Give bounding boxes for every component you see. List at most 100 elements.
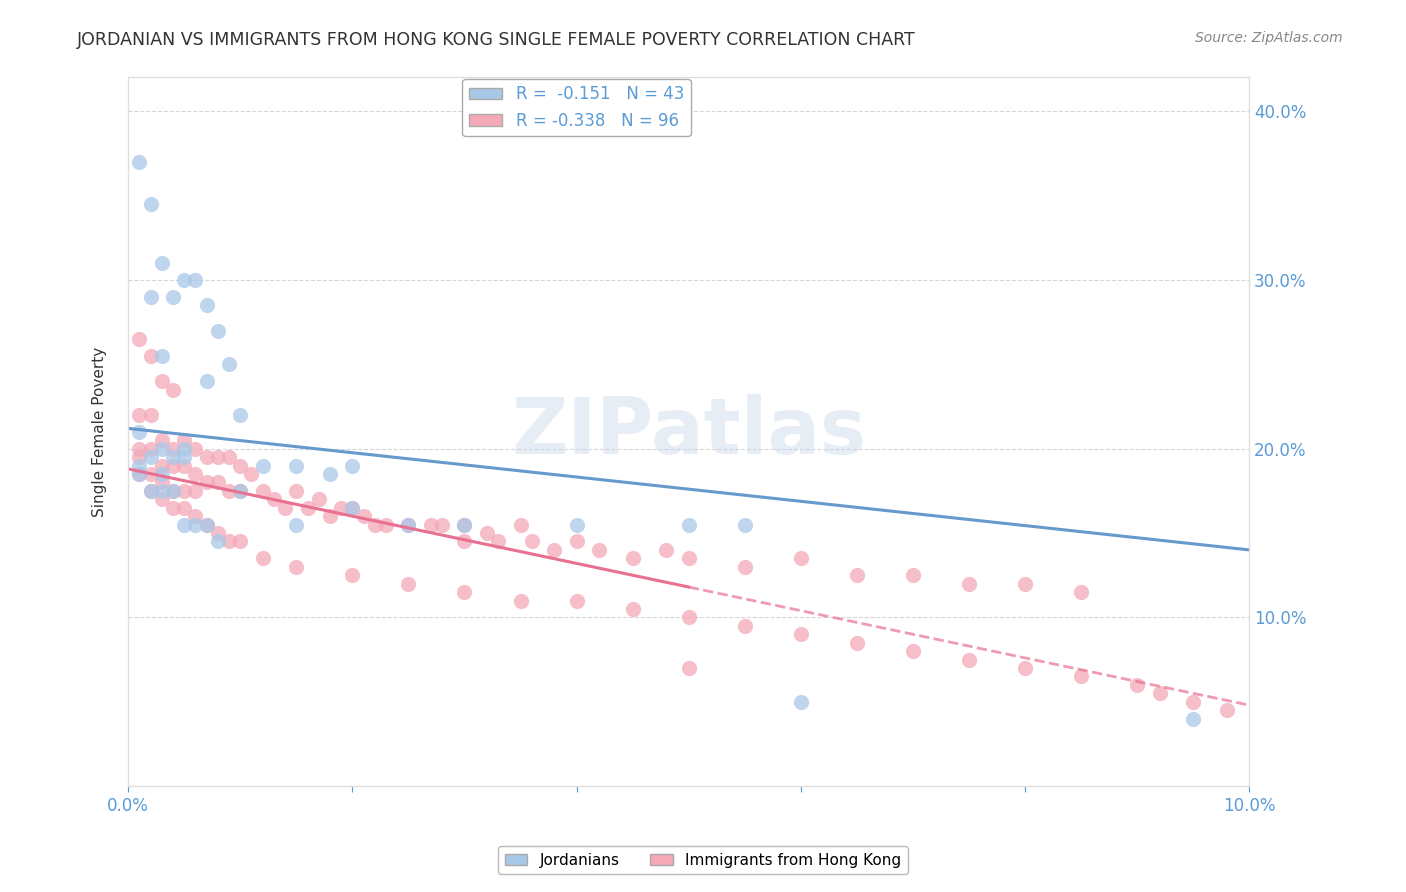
Point — [162, 458, 184, 473]
Point — [195, 517, 218, 532]
Point — [319, 467, 342, 481]
Point — [173, 458, 195, 473]
Point — [419, 517, 441, 532]
Point — [139, 483, 162, 498]
Point — [139, 349, 162, 363]
Point — [330, 500, 353, 515]
Point — [128, 332, 150, 346]
Point — [139, 290, 162, 304]
Point — [184, 509, 207, 524]
Point — [128, 425, 150, 439]
Point — [588, 542, 610, 557]
Point — [845, 568, 868, 582]
Point — [207, 475, 229, 490]
Point — [1149, 686, 1171, 700]
Point — [364, 517, 387, 532]
Point — [252, 483, 274, 498]
Point — [565, 534, 588, 549]
Point — [901, 644, 924, 658]
Point — [162, 483, 184, 498]
Point — [655, 542, 678, 557]
Point — [901, 568, 924, 582]
Point — [240, 467, 263, 481]
Legend: R =  -0.151   N = 43, R = -0.338   N = 96: R = -0.151 N = 43, R = -0.338 N = 96 — [463, 78, 690, 136]
Y-axis label: Single Female Poverty: Single Female Poverty — [93, 347, 107, 517]
Point — [285, 517, 308, 532]
Point — [207, 324, 229, 338]
Point — [734, 559, 756, 574]
Point — [509, 517, 531, 532]
Point — [1182, 712, 1205, 726]
Point — [520, 534, 543, 549]
Point — [195, 517, 218, 532]
Point — [139, 483, 162, 498]
Point — [734, 517, 756, 532]
Point — [1014, 576, 1036, 591]
Point — [218, 483, 240, 498]
Text: ZIPatlas: ZIPatlas — [512, 393, 866, 470]
Point — [139, 197, 162, 211]
Point — [453, 534, 475, 549]
Point — [308, 492, 330, 507]
Point — [218, 450, 240, 464]
Point — [184, 467, 207, 481]
Point — [218, 534, 240, 549]
Point — [139, 467, 162, 481]
Point — [173, 500, 195, 515]
Point — [150, 256, 173, 270]
Point — [150, 475, 173, 490]
Point — [150, 374, 173, 388]
Point — [319, 509, 342, 524]
Point — [128, 467, 150, 481]
Point — [150, 492, 173, 507]
Point — [195, 450, 218, 464]
Point — [184, 483, 207, 498]
Point — [162, 290, 184, 304]
Point — [396, 517, 419, 532]
Point — [195, 475, 218, 490]
Point — [565, 593, 588, 607]
Point — [543, 542, 565, 557]
Point — [184, 273, 207, 287]
Point — [1070, 585, 1092, 599]
Point — [229, 458, 252, 473]
Point — [173, 434, 195, 448]
Point — [162, 442, 184, 456]
Point — [285, 559, 308, 574]
Point — [229, 483, 252, 498]
Point — [128, 450, 150, 464]
Point — [150, 483, 173, 498]
Point — [162, 383, 184, 397]
Point — [1126, 678, 1149, 692]
Point — [453, 585, 475, 599]
Text: JORDANIAN VS IMMIGRANTS FROM HONG KONG SINGLE FEMALE POVERTY CORRELATION CHART: JORDANIAN VS IMMIGRANTS FROM HONG KONG S… — [77, 31, 917, 49]
Point — [162, 483, 184, 498]
Point — [790, 695, 813, 709]
Point — [229, 483, 252, 498]
Point — [139, 442, 162, 456]
Point — [1070, 669, 1092, 683]
Point — [252, 551, 274, 566]
Point — [207, 450, 229, 464]
Point — [229, 534, 252, 549]
Point — [207, 526, 229, 541]
Point — [252, 458, 274, 473]
Point — [678, 610, 700, 624]
Point — [150, 349, 173, 363]
Point — [128, 467, 150, 481]
Point — [150, 442, 173, 456]
Point — [218, 357, 240, 371]
Point — [486, 534, 509, 549]
Point — [297, 500, 319, 515]
Point — [475, 526, 498, 541]
Point — [139, 450, 162, 464]
Point — [150, 467, 173, 481]
Point — [128, 154, 150, 169]
Point — [957, 576, 980, 591]
Point — [285, 458, 308, 473]
Point — [453, 517, 475, 532]
Point — [139, 408, 162, 422]
Point — [229, 408, 252, 422]
Point — [128, 458, 150, 473]
Point — [678, 661, 700, 675]
